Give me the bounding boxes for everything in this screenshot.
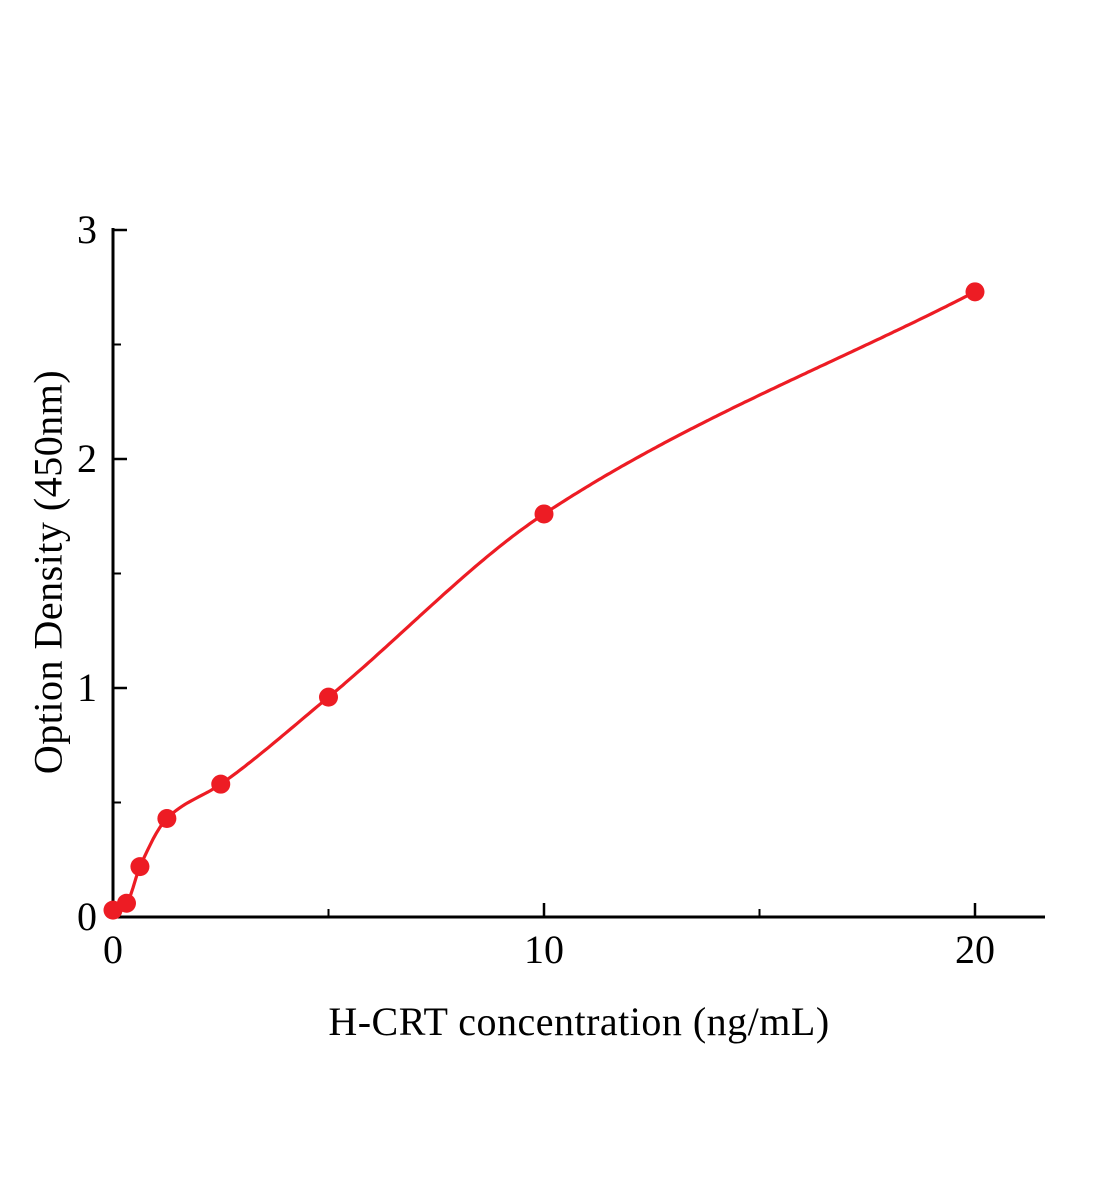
x-tick-label: 10 (524, 927, 564, 972)
fit-curve (111, 290, 977, 912)
data-point (319, 687, 338, 707)
data-point (116, 893, 136, 913)
data-point (965, 282, 985, 302)
data-point (130, 857, 150, 877)
data-point (211, 774, 231, 794)
x-tick-label: 0 (103, 927, 123, 972)
y-tick-label: 2 (77, 436, 97, 481)
x-axis-title: H-CRT concentration (ng/mL) (328, 999, 830, 1044)
y-tick-label: 3 (77, 207, 97, 252)
y-tick-label: 0 (77, 894, 97, 939)
y-axis-title: Option Density (450nm) (25, 369, 71, 775)
x-tick-label: 20 (955, 927, 995, 972)
data-point (157, 809, 177, 829)
y-tick-label: 1 (77, 665, 97, 710)
data-point (534, 504, 554, 524)
